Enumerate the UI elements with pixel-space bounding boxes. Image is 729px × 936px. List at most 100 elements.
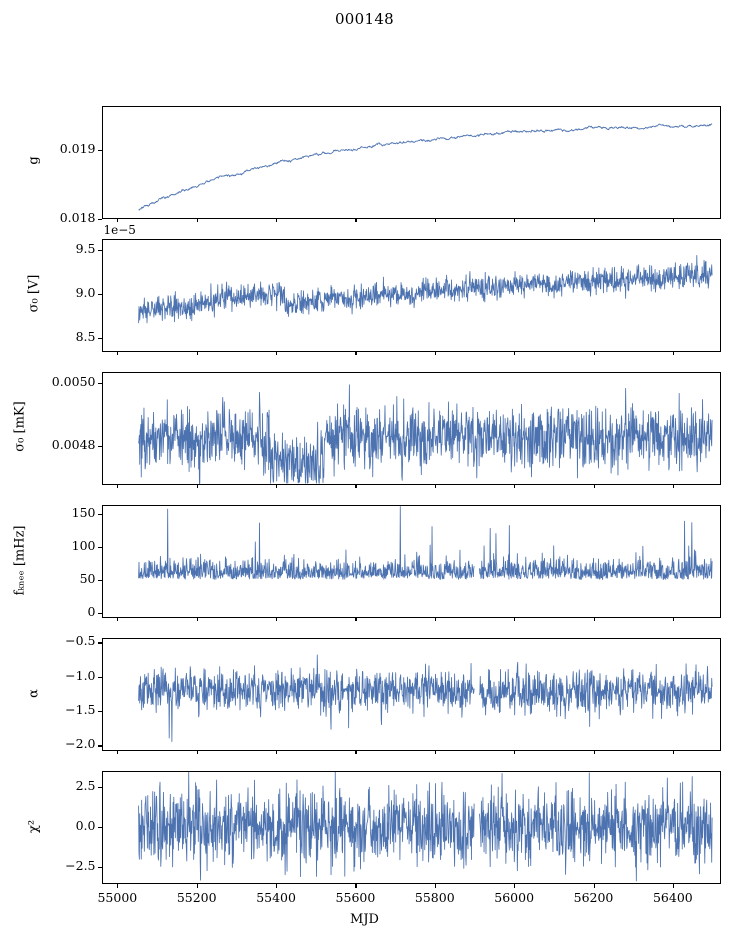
y-tick-label: 0.0 [75, 817, 96, 833]
x-tick-mark [672, 617, 674, 622]
x-tick-mark [514, 617, 516, 622]
x-tick-mark [276, 884, 278, 888]
y-tick-mark [98, 294, 102, 296]
x-tick-mark [276, 351, 278, 356]
x-tick-mark [434, 617, 436, 622]
plot-panel-chi2 [101, 771, 721, 884]
y-tick-label: 0.0050 [51, 374, 96, 390]
x-tick-label: 55000 [97, 890, 138, 905]
series-chi2 [103, 772, 720, 883]
plot-panel-sigma0_volts [101, 239, 721, 352]
x-tick-mark [593, 884, 595, 888]
x-tick-mark [196, 617, 198, 622]
y-tick-label: 8.5 [75, 329, 96, 345]
y-axis-label-alpha: α [26, 688, 42, 698]
series-f_knee [103, 506, 720, 617]
y-tick-label: −2.0 [65, 736, 96, 752]
y-axis-label-gain: g [26, 156, 42, 165]
y-tick-label: 150 [71, 504, 96, 520]
series-sigma0_volts [103, 240, 720, 351]
x-tick-label: 56400 [652, 890, 693, 905]
y-tick-mark [98, 338, 102, 340]
series-sigma0_mK [103, 373, 720, 484]
x-tick-mark [672, 750, 674, 755]
x-tick-mark [593, 617, 595, 622]
y-tick-mark [98, 249, 102, 251]
x-tick-mark [196, 884, 198, 888]
x-tick-mark [434, 218, 436, 223]
y-tick-mark [98, 787, 102, 789]
x-tick-mark [276, 218, 278, 223]
x-tick-mark [355, 750, 357, 755]
x-tick-mark [593, 484, 595, 489]
y-tick-mark [98, 445, 102, 447]
x-tick-mark [355, 218, 357, 223]
x-tick-mark [434, 351, 436, 356]
series-alpha [103, 639, 720, 750]
x-tick-mark [514, 484, 516, 489]
y-tick-mark [98, 642, 102, 644]
y-tick-mark [98, 150, 102, 152]
y-tick-label: 0 [87, 603, 96, 619]
x-tick-mark [672, 351, 674, 356]
x-tick-mark [514, 884, 516, 888]
plot-panel-f_knee [101, 505, 721, 618]
y-tick-mark [98, 513, 102, 515]
figure-title: 000148 [334, 10, 395, 28]
y-tick-mark [98, 745, 102, 747]
y-tick-mark [98, 383, 102, 385]
x-tick-mark [434, 750, 436, 755]
x-tick-mark [355, 617, 357, 622]
x-tick-mark [276, 617, 278, 622]
y-tick-label: 9.0 [75, 285, 96, 301]
x-tick-mark [355, 484, 357, 489]
y-tick-mark [98, 711, 102, 713]
x-tick-mark [117, 484, 119, 489]
x-tick-mark [514, 218, 516, 223]
y-tick-mark [98, 546, 102, 548]
x-tick-label: 55200 [176, 890, 217, 905]
x-axis-label: MJD [350, 912, 379, 927]
x-tick-label: 55600 [335, 890, 376, 905]
x-tick-mark [117, 351, 119, 356]
x-tick-mark [276, 750, 278, 755]
x-tick-mark [672, 484, 674, 489]
y-tick-mark [98, 579, 102, 581]
y-tick-mark [98, 826, 102, 828]
y-axis-label-sigma0_mK: σ₀ [mK] [12, 401, 28, 453]
y-tick-label: −0.5 [65, 633, 96, 649]
y-tick-mark [98, 866, 102, 868]
x-tick-mark [434, 884, 436, 888]
x-tick-mark [276, 484, 278, 489]
x-tick-mark [196, 218, 198, 223]
y-axis-label-f_knee: fₖₙₑₑ [mHz] [12, 525, 28, 596]
plot-panel-gain [101, 106, 721, 219]
y-tick-label: 50 [79, 570, 96, 586]
plot-panel-alpha [101, 638, 721, 751]
x-tick-label: 56200 [573, 890, 614, 905]
x-tick-label: 55400 [256, 890, 296, 905]
y-tick-mark [98, 218, 102, 220]
x-tick-mark [196, 484, 198, 489]
y-tick-label: −1.5 [65, 702, 96, 718]
y-tick-label: 0.018 [59, 209, 96, 225]
x-tick-mark [593, 351, 595, 356]
x-tick-mark [117, 750, 119, 755]
y-tick-label: 100 [71, 537, 96, 553]
y-tick-label: −1.0 [65, 667, 96, 683]
x-tick-mark [196, 750, 198, 755]
y-tick-mark [98, 612, 102, 614]
x-tick-mark [593, 218, 595, 223]
x-tick-mark [196, 351, 198, 356]
y-tick-label: 2.5 [75, 778, 96, 794]
y-tick-mark [98, 676, 102, 678]
x-tick-mark [117, 218, 119, 223]
x-tick-label: 55800 [414, 890, 455, 905]
y-axis-label-chi2: χ² [26, 819, 42, 833]
x-tick-mark [514, 351, 516, 356]
x-tick-mark [434, 484, 436, 489]
x-tick-mark [593, 750, 595, 755]
plot-panel-sigma0_mK [101, 372, 721, 485]
y-axis-offset-text: 1e−5 [103, 223, 136, 238]
